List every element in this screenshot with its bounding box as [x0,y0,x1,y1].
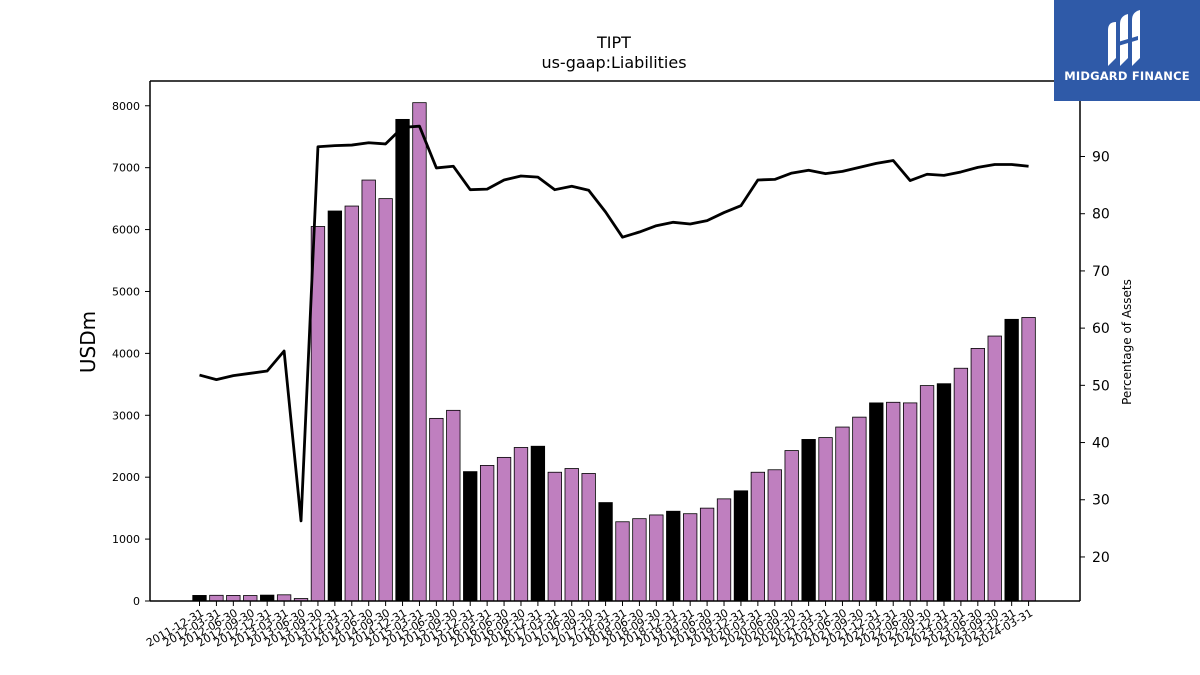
bar-2019-03-31 [683,513,698,602]
bar-2014-12-31 [395,118,410,602]
y-axis-label: USDm [76,311,100,373]
bar-2013-12-31 [327,210,343,602]
bar-2018-12-31 [666,510,681,602]
bar-2017-12-31 [598,502,613,602]
bar-2016-09-30 [513,447,529,602]
bar-2021-06-30 [835,426,850,602]
bar-2019-09-30 [716,498,732,602]
bar-2013-03-31 [276,594,292,602]
y-tick-label: 8000 [112,100,140,113]
y-tick-label: 4000 [112,347,140,360]
y2-tick-label: 50 [1092,378,1110,394]
bar-2022-06-30 [902,402,918,602]
bar-2017-09-30 [581,473,596,602]
y-tick-label: 6000 [112,224,140,237]
right-axis-ticks: 20 30 40 50 60 70 80 90 [1080,150,1110,566]
bar-2019-12-31 [733,490,749,602]
chart-subtitle: us-gaap:Liabilities [541,53,686,72]
bar-2014-09-30 [378,198,393,602]
bar-2017-06-30 [564,468,579,602]
bar-2020-03-31 [750,471,766,602]
bar-2016-03-31 [479,465,495,602]
bar-2019-06-30 [699,507,715,602]
y-tick-label: 7000 [112,162,140,175]
y-tick-label: 2000 [112,471,140,484]
bar-2015-06-30 [429,417,444,602]
bar-2015-09-30 [446,409,461,602]
bar-2023-03-31 [953,367,969,602]
y2-tick-label: 70 [1092,264,1110,280]
bar-2020-12-31 [801,439,816,602]
midgard-logo-icon [1108,10,1140,66]
bar-2012-06-30 [226,595,241,602]
bar-2022-12-31 [936,383,952,602]
bar-2012-03-31 [209,594,224,602]
y2-tick-label: 40 [1092,436,1110,452]
bar-2020-06-30 [767,469,782,602]
bar-2022-03-31 [886,401,901,602]
bar-2016-12-31 [530,445,546,602]
y2-tick-label: 80 [1092,207,1110,223]
bar-2016-06-30 [496,456,512,602]
brand-logo: MIDGARD FINANCE [1054,0,1200,101]
y-tick-label: 3000 [112,409,140,422]
left-axis-ticks: 0 1000 2000 3000 4000 5000 6000 7000 8000 [112,100,150,608]
bar-2013-09-30 [310,226,326,602]
bar-2021-03-31 [818,437,833,602]
bar-2014-03-31 [344,205,359,602]
y2-tick-label: 20 [1092,550,1110,566]
bar-2023-09-30 [987,335,1002,602]
percentage-line-series [199,124,1029,523]
bar-2012-09-30 [243,595,258,602]
bar-2023-06-30 [970,348,985,602]
bar-2023-12-31 [1004,318,1019,602]
bar-2018-09-30 [649,514,664,602]
chart-title: TIPT [596,33,631,52]
y2-tick-label: 90 [1092,150,1110,166]
y2-tick-label: 30 [1092,493,1110,509]
percentage-of-assets-line [199,124,1029,523]
logo-text: MIDGARD FINANCE [1064,69,1190,83]
x-axis-ticks: 2011-12-312012-03-312012-06-302012-09-30… [144,601,1035,650]
bar-series [192,102,1036,602]
bar-2018-03-31 [615,521,630,602]
bar-2012-12-31 [260,594,275,602]
bar-2024-03-31 [1021,317,1036,602]
bar-2015-03-31 [412,102,427,602]
bar-2020-09-30 [784,450,799,602]
bar-2017-03-31 [547,471,562,602]
y-tick-label: 0 [133,595,140,608]
bar-2011-12-31 [192,595,207,602]
bar-2022-09-30 [919,385,935,602]
y2-tick-label: 60 [1092,321,1110,337]
bar-2018-06-30 [632,518,647,602]
bar-2015-12-31 [463,471,478,602]
y-tick-label: 1000 [112,533,140,546]
bar-2014-06-30 [361,179,376,602]
bar-2021-09-30 [852,416,867,602]
y2-axis-label: Percentage of Assets [1120,279,1134,405]
y-tick-label: 5000 [112,285,140,298]
bar-2021-12-31 [869,402,884,602]
